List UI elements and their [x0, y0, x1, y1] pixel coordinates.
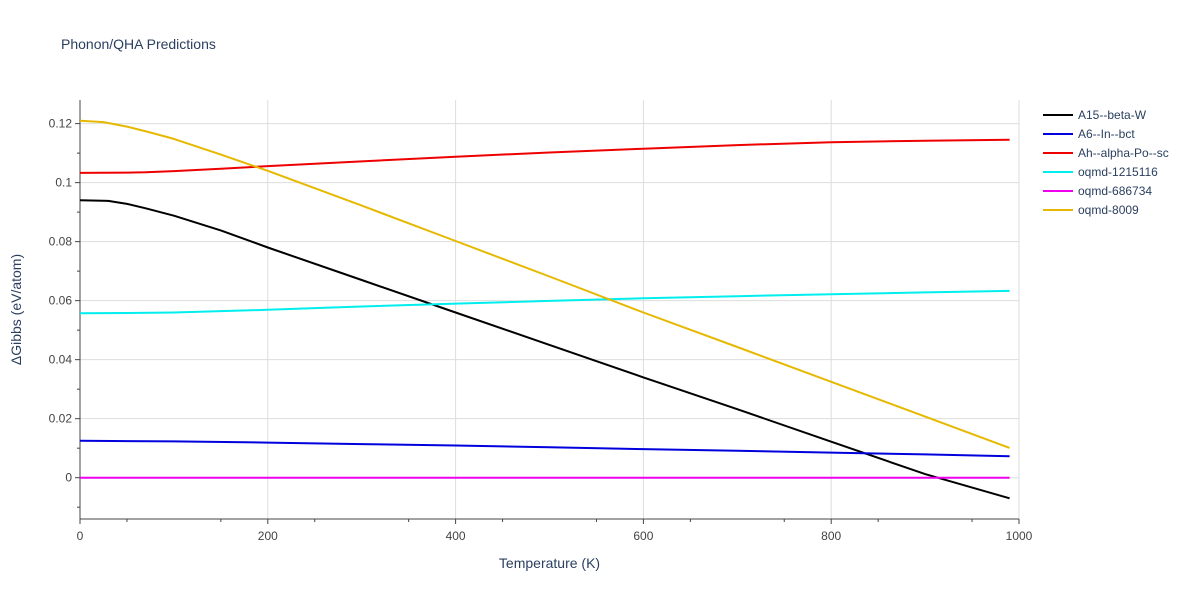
y-axis-title: ΔGibbs (eV/atom) [8, 254, 24, 365]
x-tick-label: 0 [77, 529, 84, 543]
y-tick-label: 0 [65, 471, 72, 485]
y-tick-label: 0.02 [49, 412, 73, 426]
x-axis-title: Temperature (K) [499, 555, 600, 571]
y-tick-label: 0.06 [49, 294, 73, 308]
legend-label[interactable]: A6--In--bct [1078, 127, 1135, 141]
series-line-oqmd-8009 [79, 119, 1010, 449]
series-line-oqmd-1215116 [79, 289, 1010, 315]
y-tick-label: 0.12 [49, 117, 73, 131]
y-tick-label: 0.1 [55, 176, 72, 190]
x-tick-label: 800 [821, 529, 841, 543]
legend-label[interactable]: Ah--alpha-Po--sc [1078, 146, 1169, 160]
series-line-a15-beta-w [79, 199, 1010, 500]
x-tick-label: 600 [633, 529, 653, 543]
legend-label[interactable]: oqmd-1215116 [1078, 165, 1158, 179]
legend-label[interactable]: A15--beta-W [1078, 108, 1147, 122]
x-tick-label: 400 [446, 529, 466, 543]
series-line-a6-in-bct [79, 439, 1010, 458]
legend-label[interactable]: oqmd-8009 [1078, 203, 1139, 217]
x-tick-label: 1000 [1006, 529, 1033, 543]
x-tick-label: 200 [258, 529, 278, 543]
series-line-ah-alpha-po-sc [79, 138, 1010, 174]
legend-label[interactable]: oqmd-686734 [1078, 184, 1152, 198]
chart-title: Phonon/QHA Predictions [61, 36, 216, 52]
y-tick-label: 0.08 [49, 235, 73, 249]
y-tick-label: 0.04 [49, 353, 73, 367]
